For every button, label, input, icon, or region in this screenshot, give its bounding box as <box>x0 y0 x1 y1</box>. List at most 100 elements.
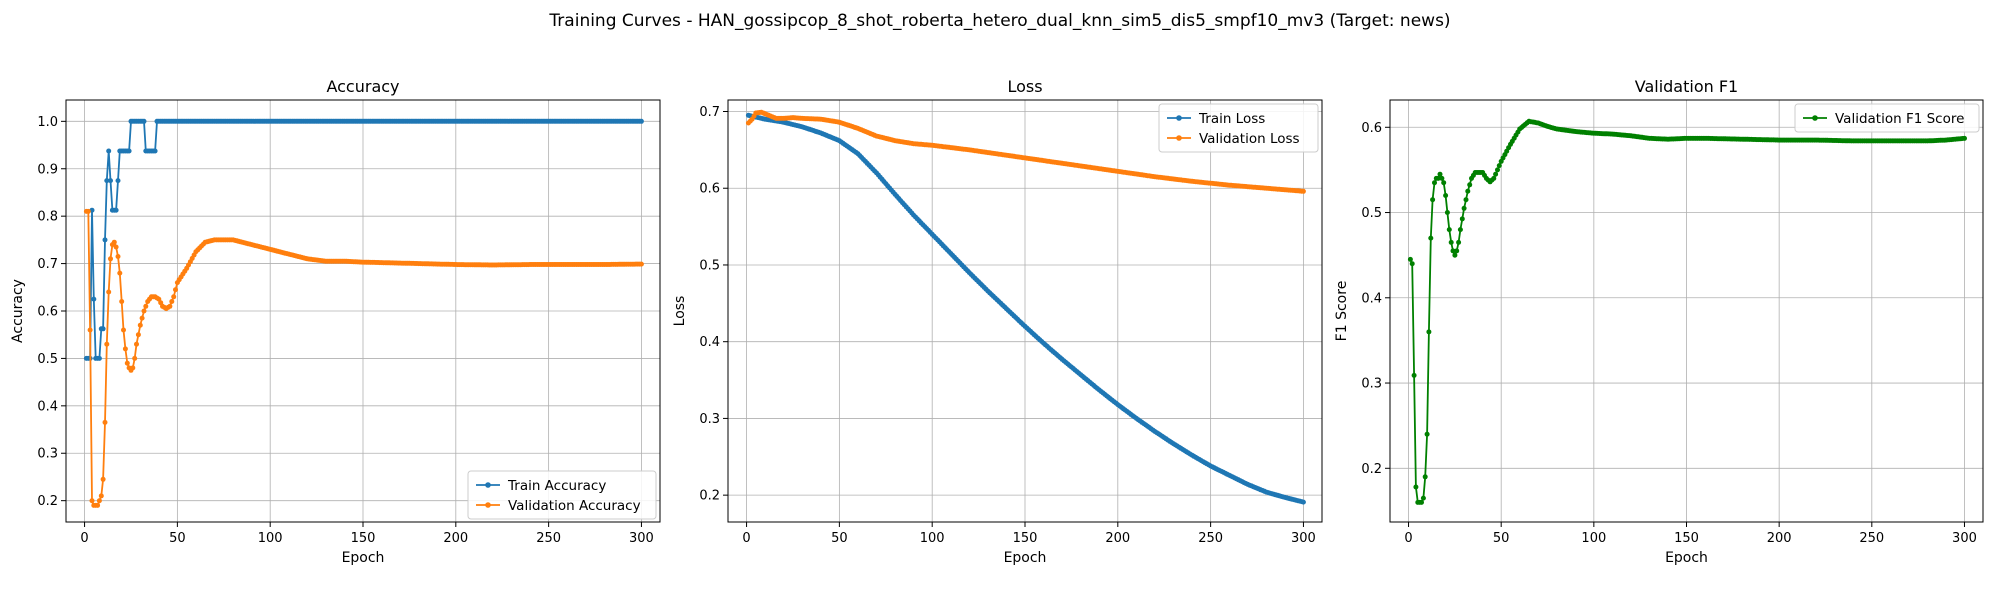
x-tick-label: 0 <box>742 531 750 546</box>
data-point <box>95 502 101 508</box>
x-tick-label: 0 <box>80 531 88 546</box>
x-tick-label: 50 <box>169 531 186 546</box>
legend-swatch-marker <box>485 482 491 488</box>
y-tick-label: 0.5 <box>1361 206 1382 221</box>
data-point <box>89 498 95 504</box>
figure-title: Training Curves - HAN_gossipcop_8_shot_r… <box>548 11 1450 31</box>
data-point <box>137 322 143 328</box>
data-point <box>1411 372 1417 378</box>
y-tick-label: 1.0 <box>37 115 58 130</box>
data-point <box>1432 180 1437 186</box>
data-point <box>1426 329 1432 335</box>
data-point <box>1413 484 1419 490</box>
y-axis-label: F1 Score <box>1334 281 1350 342</box>
x-tick-label: 150 <box>1674 531 1699 546</box>
y-tick-label: 0.6 <box>699 182 720 197</box>
data-point <box>130 365 136 371</box>
y-tick-label: 0.3 <box>1361 377 1382 392</box>
data-point <box>1454 248 1460 254</box>
data-point <box>1465 188 1471 194</box>
y-tick-label: 0.7 <box>37 257 58 272</box>
data-point <box>1439 175 1445 181</box>
data-point <box>638 261 644 267</box>
chart-panel-1: 0 50 100 150 200 250 300 0.2 0.3 0.4 0.5 0.6 0.7 0.8 0… <box>10 77 661 566</box>
data-point <box>1430 197 1436 203</box>
data-point <box>1495 167 1500 173</box>
legend-box <box>467 470 657 520</box>
data-point <box>87 327 93 333</box>
data-point <box>108 256 113 262</box>
legend-swatch-marker <box>1812 115 1818 121</box>
y-tick-label: 0.6 <box>37 305 58 320</box>
data-point <box>1443 193 1449 198</box>
y-tick-label: 0.6 <box>1361 121 1382 136</box>
data-point <box>91 296 97 302</box>
data-point <box>122 346 128 352</box>
x-tick-label: 250 <box>1859 531 1884 546</box>
chart-title: Validation F1 <box>1635 77 1738 96</box>
legend-box <box>1158 103 1319 153</box>
legend: Train Accuracy Validation Accuracy <box>467 470 657 520</box>
data-point <box>1491 175 1497 181</box>
data-point <box>1456 239 1462 245</box>
data-point <box>1437 171 1443 177</box>
y-tick-label: 0.7 <box>699 105 720 120</box>
data-point <box>1441 180 1447 186</box>
x-tick-label: 100 <box>920 531 945 546</box>
y-tick-label: 0.5 <box>37 352 58 367</box>
x-tick-label: 50 <box>1493 531 1510 546</box>
chart-panel-2: 0 50 100 150 200 250 300 0.2 0.3 0.4 0.5 0.6 0.7 Loss… <box>672 77 1323 566</box>
data-point <box>104 341 110 347</box>
data-point <box>167 303 173 309</box>
data-point <box>100 326 106 332</box>
data-point <box>106 289 112 295</box>
x-tick-label: 150 <box>351 531 376 546</box>
y-axis-label: Loss <box>672 296 688 327</box>
chart-title: Accuracy <box>326 77 399 96</box>
x-tick-label: 200 <box>443 531 468 546</box>
legend-label: Train Accuracy <box>507 478 606 494</box>
data-point <box>106 148 112 154</box>
data-point <box>1457 227 1463 233</box>
x-axis-label: Epoch <box>1004 550 1047 566</box>
data-point <box>1463 197 1469 203</box>
data-point <box>1467 182 1473 188</box>
data-point <box>638 118 644 124</box>
data-point <box>1493 171 1499 177</box>
x-axis-label: Epoch <box>342 550 385 566</box>
data-point <box>96 355 102 361</box>
data-point <box>102 419 108 425</box>
series-train-loss <box>745 112 1306 505</box>
y-tick-label: 0.4 <box>37 399 58 414</box>
data-point <box>113 244 119 250</box>
data-point <box>1435 175 1441 181</box>
x-tick-label: 50 <box>831 531 848 546</box>
x-axis-label: Epoch <box>1665 550 1708 566</box>
data-point <box>1459 216 1465 222</box>
x-tick-label: 200 <box>1767 531 1792 546</box>
data-point <box>1424 431 1430 437</box>
data-point <box>102 237 108 243</box>
x-tick-label: 250 <box>536 531 561 546</box>
y-tick-label: 0.5 <box>699 258 720 273</box>
legend: Train Loss Validation Loss <box>1158 103 1319 153</box>
y-tick-label: 0.2 <box>1361 462 1382 477</box>
x-tick-label: 300 <box>1291 531 1316 546</box>
data-point <box>126 148 132 154</box>
legend-swatch-marker <box>1176 115 1182 121</box>
y-tick-label: 0.4 <box>1361 291 1382 306</box>
legend-label: Train Loss <box>1198 111 1265 127</box>
data-point <box>1409 261 1415 267</box>
series-train-accuracy <box>83 118 644 361</box>
series-validation-f1-score <box>1407 118 1967 505</box>
data-point <box>134 341 139 347</box>
legend-label: Validation Accuracy <box>508 498 641 514</box>
data-point <box>124 360 130 366</box>
x-tick-label: 150 <box>1013 531 1038 546</box>
y-tick-label: 0.2 <box>699 489 720 504</box>
data-point <box>1444 210 1450 215</box>
data-point <box>1422 474 1428 480</box>
data-point <box>108 178 113 184</box>
chart-panel-3: 0 50 100 150 200 250 300 0.2 0.3 0.4 0.5 0.6 Validat… <box>1334 77 1984 566</box>
data-point <box>1407 256 1413 262</box>
